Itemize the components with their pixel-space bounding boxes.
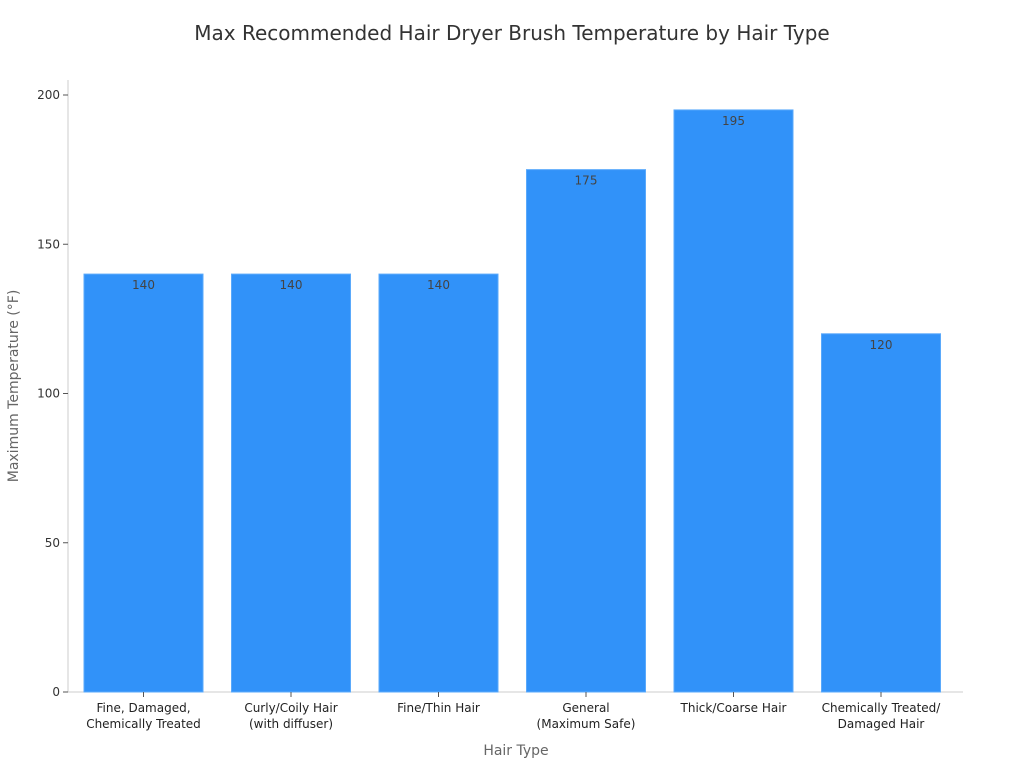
y-tick-label: 100 bbox=[37, 387, 60, 401]
bar-value-label: 140 bbox=[427, 278, 450, 292]
y-axis-label: Maximum Temperature (°F) bbox=[6, 290, 22, 483]
bar-value-label: 195 bbox=[722, 114, 745, 128]
y-tick-label: 150 bbox=[37, 237, 60, 251]
x-tick-label: Chemically Treated bbox=[86, 717, 201, 731]
bar bbox=[526, 169, 646, 693]
bar-value-label: 120 bbox=[870, 338, 893, 352]
bar bbox=[231, 273, 351, 693]
bar-value-label: 140 bbox=[132, 278, 155, 292]
y-tick-label: 200 bbox=[37, 88, 60, 102]
y-tick-label: 50 bbox=[45, 536, 60, 550]
x-tick-label: (Maximum Safe) bbox=[537, 717, 636, 731]
bar-value-label: 140 bbox=[280, 278, 303, 292]
bar-value-label: 175 bbox=[575, 174, 598, 188]
x-tick-label: Fine, Damaged, bbox=[96, 701, 190, 715]
data-labels-group: 140 140 140 175 195 120 bbox=[132, 114, 892, 352]
x-tick-label: Damaged Hair bbox=[838, 717, 925, 731]
x-tick-label: Chemically Treated/ bbox=[822, 701, 942, 715]
chart-title: Max Recommended Hair Dryer Brush Tempera… bbox=[194, 21, 829, 45]
x-tick-label: General bbox=[562, 701, 609, 715]
x-tick-label: Curly/Coily Hair bbox=[244, 701, 337, 715]
bars-group bbox=[83, 109, 941, 693]
y-tick-label: 0 bbox=[52, 685, 60, 699]
bar bbox=[378, 273, 499, 693]
x-tick-label: (with diffuser) bbox=[249, 717, 333, 731]
bar bbox=[83, 273, 204, 693]
bar bbox=[821, 333, 941, 693]
y-axis-ticks: 0 50 100 150 200 bbox=[37, 88, 68, 699]
x-axis-ticks: Fine, Damaged, Chemically Treated Curly/Co… bbox=[86, 692, 941, 731]
x-axis-label: Hair Type bbox=[483, 743, 548, 759]
bar bbox=[673, 109, 794, 693]
x-tick-label: Fine/Thin Hair bbox=[397, 701, 480, 715]
x-tick-label: Thick/Coarse Hair bbox=[680, 701, 787, 715]
